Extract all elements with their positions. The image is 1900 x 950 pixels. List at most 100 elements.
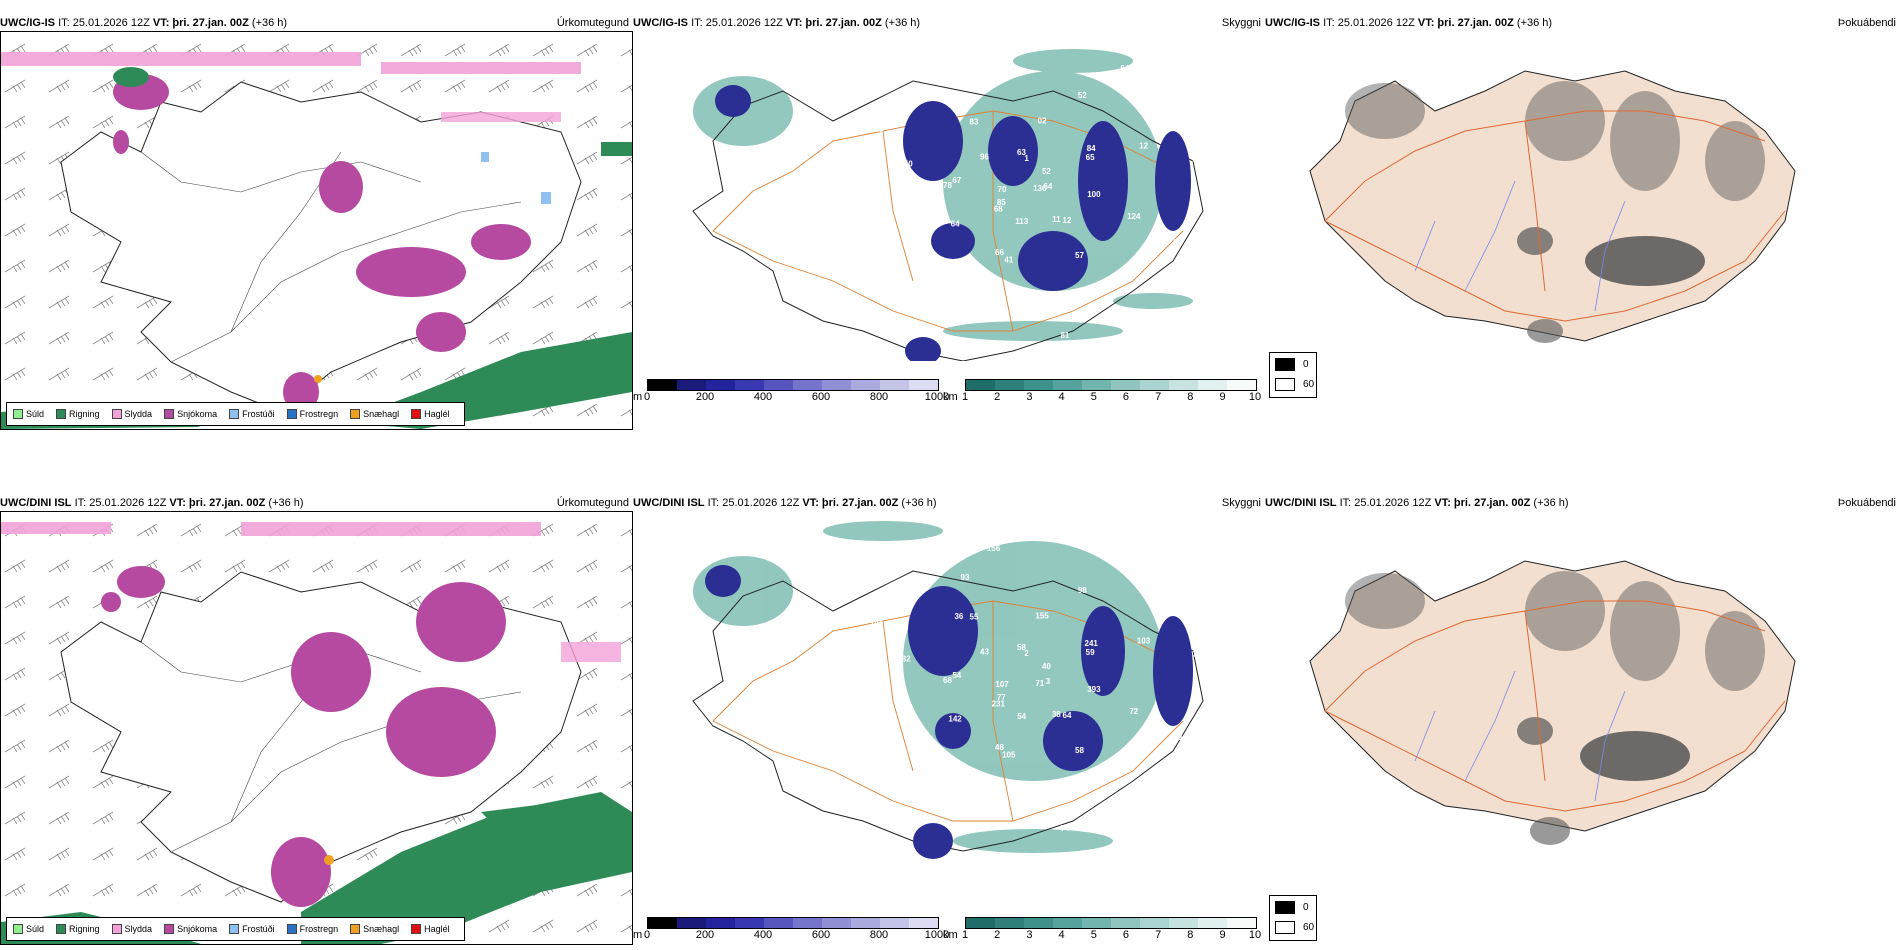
valid-label: VT: [802,497,819,509]
color-block [1227,918,1256,928]
tick-label: 1000 [924,929,950,941]
tick-label: 6 [1122,929,1129,941]
cloud-base-label: 112 [839,716,852,725]
cloud-base-label: 81 [1060,331,1069,340]
init-time: IT: 25.01.2026 12Z [58,17,150,29]
cloud-base-label: 104 [1192,155,1206,164]
roads-lines [1324,110,1786,322]
tick-label: 600 [811,929,831,941]
panel-header: UWC/DINI ISL IT: 25.01.2026 12Z VT: þri.… [1265,495,1900,511]
visibility-colorbar: km 1 2 3 4 5 6 7 8 9 10 [943,917,1261,945]
color-block [706,918,735,928]
legend-label: Snæhagl [363,409,400,419]
sleet-areas [1,52,581,122]
cloud-base-label: 125 [907,298,921,307]
color-block [735,918,764,928]
sleet-areas [1,522,621,662]
model-name: UWC/DINI ISL [1265,497,1337,509]
cloud-base-label: 67 [952,176,961,185]
cloud-base-label: 105 [1002,750,1016,759]
tick-label: 800 [869,391,889,403]
tick-label: 8 [1187,929,1194,941]
visibility-unit: km [943,929,958,941]
cloud-base-label: 02 [1038,116,1047,125]
cloud-base-label: 64 [1044,182,1053,191]
panel-header: UWC/IG-IS IT: 25.01.2026 12Z VT: þri. 27… [633,15,1265,31]
color-block [966,380,995,390]
lead-time: (+36 h) [884,17,921,29]
color-block [822,918,851,928]
cloud-base-label: 36 [954,612,963,621]
legend-label: 0 [1303,902,1309,913]
cloud-base-label: 71 [1035,679,1044,688]
cloud-base-label: 193 [907,793,921,802]
cloud-base-label: 93 [961,573,970,582]
valid-time: þri. 27.jan. 00Z [172,17,249,29]
color-block [677,380,706,390]
color-block [764,918,793,928]
cloud-base-label: 799 [839,221,853,230]
cloud-base-label: 1 [1024,154,1029,163]
cloud-base-label: 83 [899,715,908,724]
tick-label: 5 [1090,391,1097,403]
fog-index-map [1309,560,1796,845]
tick-label: 400 [753,929,773,941]
cloud-base-label: 66 [995,248,1004,257]
swatch-rain [56,924,67,934]
tick-label: 3 [1026,929,1033,941]
valid-time: þri. 27.jan. 00Z [1437,17,1514,29]
color-block [909,380,938,390]
cloud-base-label: 109 [1192,650,1206,659]
model-name: UWC/DINI ISL [0,497,72,509]
legend-item: Haglél [411,924,450,934]
tick-label: 0 [643,929,651,941]
cloud-base-label: 2 [1024,649,1029,658]
precip-map-frame [0,31,633,430]
color-block [1111,918,1140,928]
color-block [793,380,822,390]
height-color-blocks [647,379,939,391]
color-block [966,918,995,928]
init-time: IT: 25.01.2026 12Z [707,497,800,509]
swatch-snow-pellets [350,409,361,419]
cloud-base-label: 83 [970,118,979,127]
cloud-base-label: 12 [1063,216,1072,225]
swatch-freezing-drizzle [229,924,240,934]
cloud-base-label: 54 [1017,712,1026,721]
color-block [1140,380,1169,390]
height-ticks: 0 200 400 600 800 1000 [644,391,949,405]
cloud-base-label: 11 [1052,215,1061,224]
cloud-base-label: 103 [1137,637,1151,646]
color-block [1024,380,1053,390]
legend-label: Snæhagl [363,924,400,934]
cloud-base-map: 71 77 2 38 54 59 48 55 72 83 98 69 129 109 193 156 110 10… [692,521,1206,859]
cloud-base-map: 1368511167656683124985282238104125427070… [692,49,1206,361]
height-unit: m [633,391,643,403]
tick-label: 200 [695,391,715,403]
visibility-color-blocks [965,379,1257,391]
valid-time: þri. 27.jan. 00Z [805,17,882,29]
precip-type-legend: Súld Rigning Slydda Snjókoma Frostúði Fr… [6,402,465,426]
color-block [1227,380,1256,390]
cloud-base-labels: 1368511167656683124985282238104125427070… [836,64,1206,340]
legend-item: Súld [13,409,44,419]
panel-header: UWC/IG-IS IT: 25.01.2026 12Z VT: þri. 27… [0,15,633,31]
tick-label: 800 [869,929,889,941]
panel-title: Skyggni [1221,17,1261,29]
init-time: IT: 25.01.2026 12Z [691,17,783,29]
legend-label: Snjókoma [177,924,218,934]
legend-item: Rigning [56,409,100,419]
snow-pellet-spot [324,855,334,865]
color-block [1082,918,1111,928]
tick-label: 7 [1155,391,1162,403]
model-name: UWC/IG-IS [1265,17,1320,29]
cloud-base-label: 110 [959,78,972,87]
cloud-base-label: 241 [1085,639,1099,648]
iceland-outline [692,570,1204,852]
legend-item: Frostúði [229,924,275,934]
cloud-base-label: 84 [1087,144,1096,153]
row-1-fog-panel: UWC/IG-IS IT: 25.01.2026 12Z VT: þri. 27… [1265,15,1900,430]
cloud-base-label: 150 [899,160,913,169]
visibility-ticks: 1 2 3 4 5 6 7 8 9 10 [962,929,1261,943]
cloud-base-label: 77 [997,693,1006,702]
